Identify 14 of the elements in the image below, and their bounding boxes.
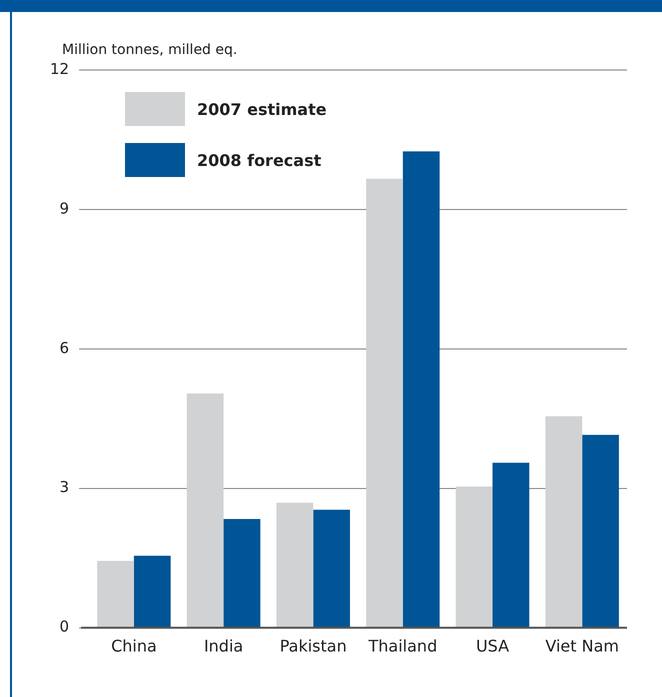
legend-label: 2007 estimate (197, 100, 327, 118)
y-tick-label: 9 (60, 199, 70, 218)
y-tick-label: 6 (60, 338, 70, 357)
x-tick-label: China (111, 636, 157, 656)
x-tick-label: USA (476, 636, 510, 656)
x-tick-label: Thailand (368, 636, 438, 656)
x-tick-label: Viet Nam (545, 636, 619, 656)
x-tick-label: India (204, 636, 244, 656)
y-tick-label: 12 (50, 60, 70, 78)
y-axis-title: Million tonnes, milled eq. (62, 42, 238, 58)
y-tick-label: 3 (60, 478, 70, 496)
y-tick-label: 0 (60, 618, 70, 636)
x-tick-label: Pakistan (280, 636, 347, 656)
legend-label: 2008 forecast (197, 150, 322, 170)
